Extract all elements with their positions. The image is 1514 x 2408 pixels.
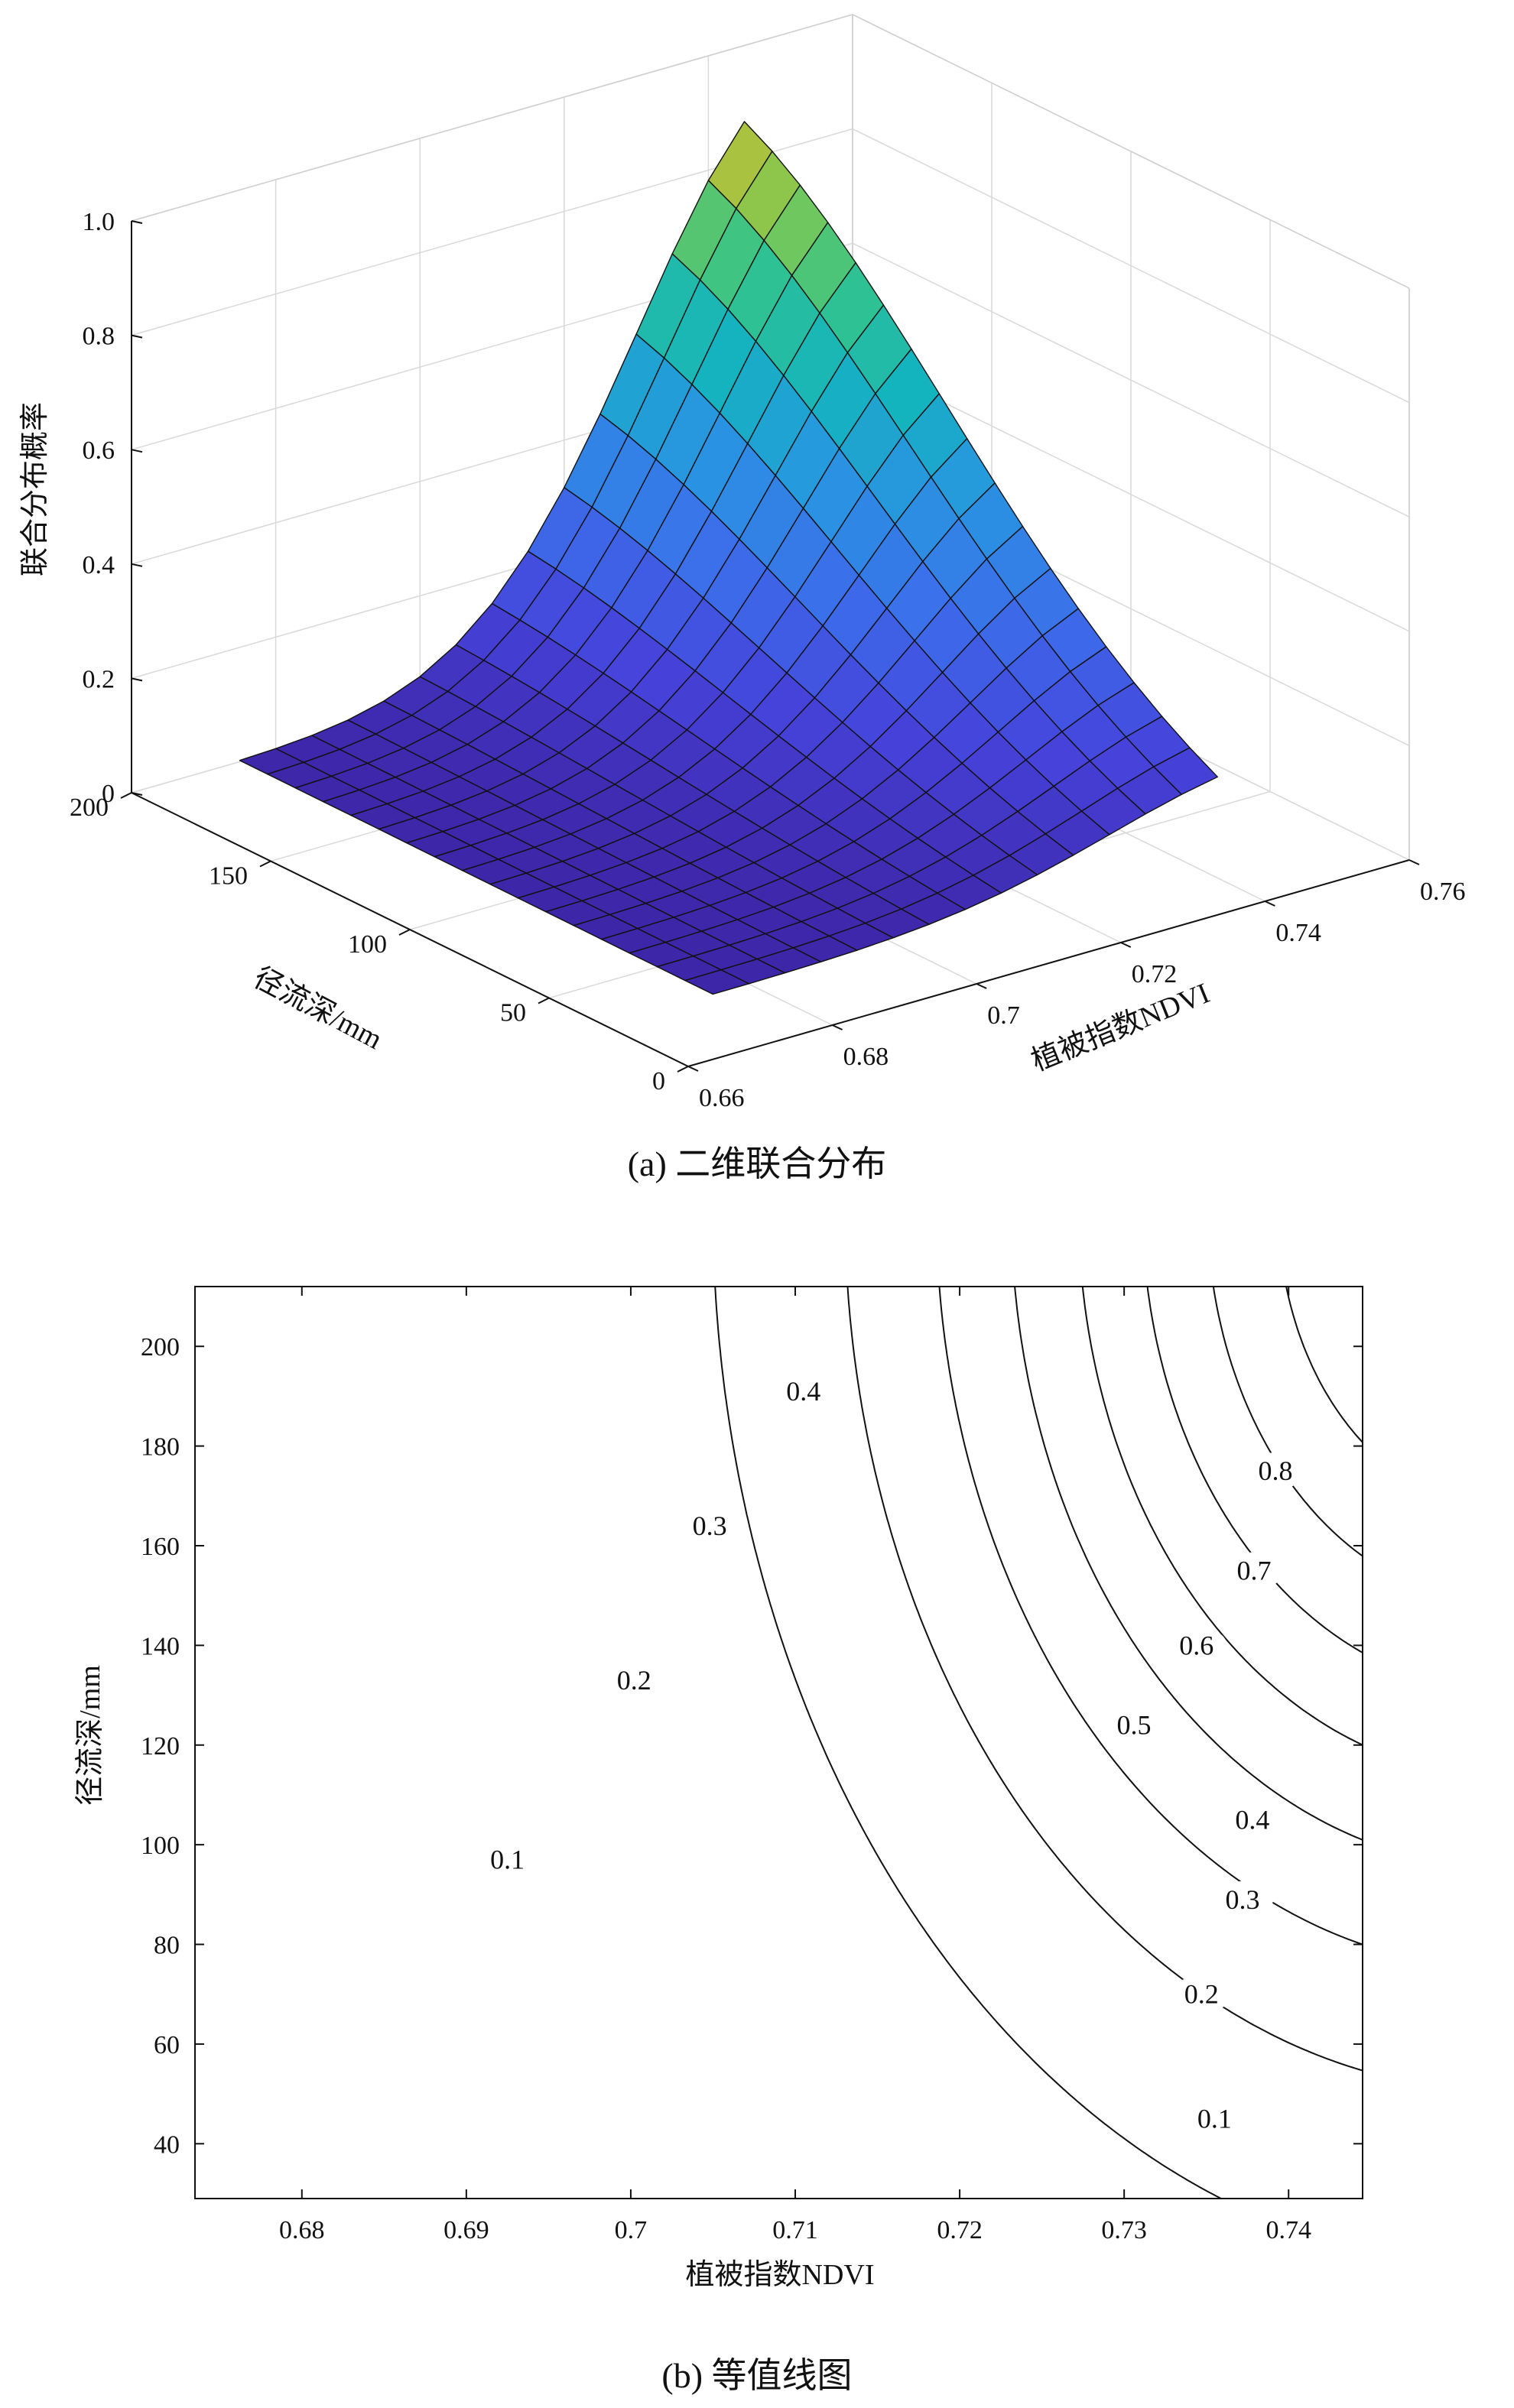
contour-y-tick-label-4: 120 bbox=[141, 1732, 180, 1761]
z-tick-mark-1 bbox=[131, 677, 143, 682]
x-tick-label-0: 0.66 bbox=[699, 1084, 745, 1112]
contour-y-tick-label-7: 180 bbox=[141, 1433, 180, 1462]
caption-a: (a) 二维联合分布 bbox=[628, 1144, 887, 1183]
x-tick-label-3: 0.72 bbox=[1132, 960, 1178, 988]
contour-x-tick-label-2: 0.7 bbox=[615, 2216, 648, 2244]
y-tick-label-0: 0 bbox=[652, 1067, 665, 1095]
y-tick-label-3: 150 bbox=[209, 862, 248, 891]
contour-line-7 bbox=[1285, 1286, 1363, 1443]
contour-x-tick-label-5: 0.73 bbox=[1101, 2216, 1147, 2244]
x-tick-mark-5 bbox=[1408, 859, 1420, 865]
x-axis-line bbox=[687, 859, 1410, 1067]
contour-level-label-9: 0.6 bbox=[1179, 1630, 1213, 1660]
contour-x-tick-label-4: 0.72 bbox=[937, 2216, 983, 2244]
contour-xlabel: 植被指数NDVI bbox=[686, 2259, 875, 2291]
contour-y-tick-label-0: 40 bbox=[154, 2131, 180, 2159]
contour-level-label-5: 0.2 bbox=[617, 1665, 651, 1696]
surface-chart-3d: 0 0.2 0.4 0.6 0.8 1.0 0 50 100 150 200 0.66 0.68 0.7 0… bbox=[70, 14, 1466, 1112]
z-tick-mark-3 bbox=[131, 449, 143, 453]
contour-y-tick-label-2: 80 bbox=[154, 1932, 180, 1960]
surface-mesh bbox=[239, 121, 1219, 995]
x-tick-label-5: 0.76 bbox=[1420, 878, 1466, 906]
x-tick-label-1: 0.68 bbox=[843, 1043, 889, 1071]
x-tick-mark-2 bbox=[976, 983, 987, 989]
y-tick-mark-3 bbox=[259, 860, 271, 868]
y-tick-mark-0 bbox=[677, 1066, 689, 1073]
contour-x-tick-label-3: 0.71 bbox=[772, 2216, 818, 2244]
contour-level-label-0: 0.1 bbox=[1197, 2104, 1232, 2134]
contour-lines bbox=[714, 1286, 1363, 2199]
surface-ylabel: 径流深/mm bbox=[249, 962, 388, 1056]
contour-x-tick-label-1: 0.69 bbox=[443, 2216, 489, 2244]
z-tick-label-5: 1.0 bbox=[83, 208, 115, 236]
y-tick-label-1: 50 bbox=[500, 999, 526, 1027]
contour-y-tick-label-6: 160 bbox=[141, 1533, 180, 1561]
contour-line-1 bbox=[846, 1286, 1363, 2072]
contour-level-label-3: 0.4 bbox=[1235, 1805, 1269, 1835]
z-tick-mark-2 bbox=[131, 563, 143, 567]
z-tick-label-1: 0.2 bbox=[83, 665, 115, 693]
x-tick-label-4: 0.74 bbox=[1275, 919, 1321, 947]
x-tick-mark-4 bbox=[1264, 901, 1275, 907]
z-tick-label-4: 0.8 bbox=[83, 323, 115, 351]
contour-level-label-4: 0.1 bbox=[490, 1845, 525, 1875]
box-edge-4 bbox=[852, 14, 1410, 289]
caption-b: (b) 等值线图 bbox=[661, 2356, 852, 2395]
contour-line-2 bbox=[938, 1286, 1363, 1946]
contour-level-label-2: 0.3 bbox=[1225, 1884, 1259, 1915]
contour-level-label-11: 0.8 bbox=[1259, 1456, 1293, 1486]
contour-chart: 0.1 0.2 0.3 0.4 0.1 0.2 0.3 0.4 0.5 0.6 0.7 0.8 0.68… bbox=[141, 1286, 1363, 2244]
y-tick-label-4: 200 bbox=[70, 793, 109, 822]
contour-level-label-8: 0.5 bbox=[1117, 1710, 1152, 1741]
contour-line-4 bbox=[1081, 1286, 1363, 1746]
contour-line-5 bbox=[1146, 1286, 1363, 1653]
z-tick-label-3: 0.6 bbox=[83, 436, 115, 465]
x-tick-mark-1 bbox=[832, 1024, 843, 1030]
wall-yz-gridz-3 bbox=[852, 242, 1410, 518]
contour-x-tick-label-0: 0.68 bbox=[279, 2216, 325, 2244]
contour-y-tick-label-1: 60 bbox=[154, 2031, 180, 2059]
x-tick-label-2: 0.7 bbox=[987, 1001, 1020, 1030]
surface-cell-0-0 bbox=[684, 969, 750, 995]
surface-zlabel: 联合分布概率 bbox=[19, 402, 51, 576]
contour-level-label-1: 0.2 bbox=[1184, 1979, 1219, 2010]
wall-yz-gridz-4 bbox=[852, 128, 1410, 404]
z-tick-mark-5 bbox=[131, 220, 143, 224]
contour-x-tick-label-6: 0.74 bbox=[1265, 2216, 1311, 2244]
contour-plot-frame bbox=[194, 1286, 1363, 2199]
y-tick-mark-1 bbox=[538, 997, 550, 1004]
y-tick-label-2: 100 bbox=[348, 930, 387, 959]
y-tick-mark-4 bbox=[120, 792, 132, 799]
contour-level-label-6: 0.3 bbox=[693, 1511, 727, 1541]
z-tick-mark-4 bbox=[131, 334, 143, 339]
z-tick-label-2: 0.4 bbox=[83, 551, 115, 579]
box-edge-3 bbox=[131, 14, 853, 222]
contour-y-tick-label-5: 140 bbox=[141, 1632, 180, 1660]
contour-level-label-7: 0.4 bbox=[786, 1376, 820, 1407]
contour-line-6 bbox=[1212, 1286, 1363, 1557]
contour-level-label-10: 0.7 bbox=[1237, 1556, 1272, 1586]
contour-ylabel: 径流深/mm bbox=[74, 1665, 106, 1806]
contour-y-tick-label-3: 100 bbox=[141, 1832, 180, 1860]
x-tick-mark-3 bbox=[1120, 942, 1132, 948]
z-tick-label-0: 0 bbox=[102, 780, 115, 808]
surface-xlabel: 植被指数NDVI bbox=[1027, 977, 1214, 1077]
y-tick-mark-2 bbox=[398, 929, 411, 936]
contour-line-0 bbox=[714, 1286, 1222, 2199]
contour-line-3 bbox=[1014, 1286, 1363, 1841]
x-tick-mark-0 bbox=[687, 1066, 699, 1072]
contour-y-tick-label-8: 200 bbox=[141, 1333, 180, 1361]
